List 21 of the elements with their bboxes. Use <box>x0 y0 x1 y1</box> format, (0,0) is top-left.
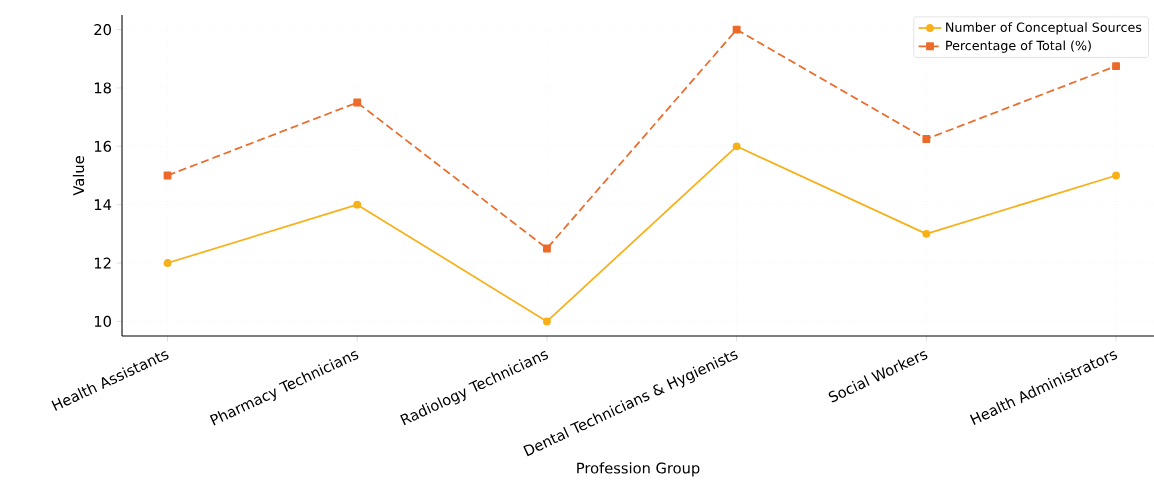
point <box>543 244 551 253</box>
x-axis-title: Profession Group <box>577 462 700 477</box>
y-tick-label: 16 <box>94 140 112 152</box>
point <box>543 317 551 326</box>
y-tick-label: 12 <box>94 257 111 269</box>
y-tick-label: 20 <box>94 24 111 36</box>
point <box>353 98 362 107</box>
point <box>353 200 362 209</box>
y-tick-label: 18 <box>94 82 111 94</box>
y-tick-label: 14 <box>94 199 112 211</box>
y-axis-title: Value <box>72 156 85 196</box>
point <box>163 259 172 267</box>
point <box>732 25 741 34</box>
point <box>922 229 931 238</box>
point <box>732 142 741 151</box>
legend-label: Percentage of Total (%) <box>946 40 1091 53</box>
point <box>1112 171 1120 180</box>
point <box>922 135 931 143</box>
legend-label: Number of Conceptual Sources <box>946 22 1142 35</box>
point <box>1112 62 1120 70</box>
y-tick-label: 10 <box>94 315 111 327</box>
